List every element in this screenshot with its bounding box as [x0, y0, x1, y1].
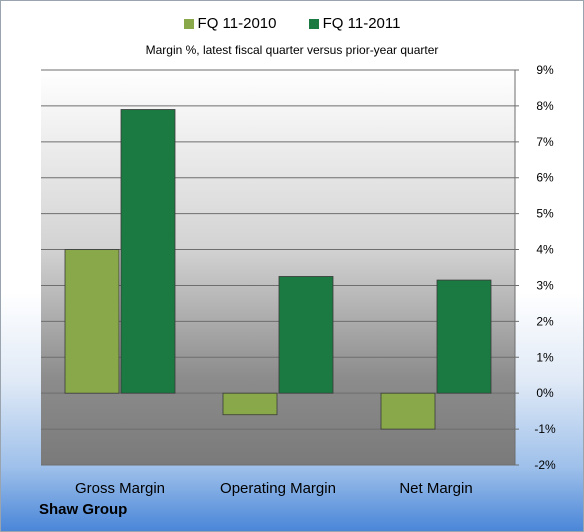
legend-label-fq-2011: FQ 11-2011 — [322, 15, 401, 32]
y-tick-label: 4% — [536, 243, 554, 257]
bar-net-margin-series-2 — [436, 279, 492, 394]
legend: FQ 11-2010 FQ 11-2011 — [1, 15, 583, 33]
y-tick-label: 6% — [536, 171, 554, 185]
bar-gross-margin-series-2 — [120, 109, 176, 394]
bar-gross-margin-series-1 — [64, 249, 120, 394]
y-tick-label: 3% — [536, 278, 554, 292]
y-tick-label: -1% — [534, 422, 556, 436]
chart-subtitle: Margin %, latest fiscal quarter versus p… — [145, 43, 439, 57]
y-tick-label: 9% — [536, 63, 554, 77]
y-tick-label: 1% — [536, 350, 554, 364]
legend-item-fq-2011: FQ 11-2011 — [308, 15, 401, 32]
y-tick-label: 5% — [536, 207, 554, 221]
company-label: Shaw Group — [39, 501, 128, 518]
bar-chart: -2% -1% 0% 1% 2% 3% 4% 5% 6% 7% 8% 9% Gross Margin O… — [41, 63, 556, 497]
x-category-label: Operating Margin — [220, 480, 336, 497]
y-tick-label: 7% — [536, 135, 554, 149]
legend-item-fq-2010: FQ 11-2010 — [183, 15, 277, 32]
bar-operating-margin-series-2 — [278, 276, 334, 394]
bar-operating-margin-series-1 — [222, 392, 278, 416]
legend-swatch-fq-2011 — [308, 18, 319, 29]
y-tick-label: 8% — [536, 99, 554, 113]
x-category-label: Net Margin — [399, 480, 472, 497]
plot-area — [41, 70, 515, 465]
x-category-label: Gross Margin — [75, 480, 165, 497]
bar-net-margin-series-1 — [380, 392, 436, 430]
legend-label-fq-2010: FQ 11-2010 — [197, 15, 277, 32]
y-tick-label: 2% — [536, 314, 554, 328]
y-tick-label: -2% — [534, 458, 556, 472]
legend-swatch-fq-2010 — [183, 18, 194, 29]
y-tick-label: 0% — [536, 386, 554, 400]
